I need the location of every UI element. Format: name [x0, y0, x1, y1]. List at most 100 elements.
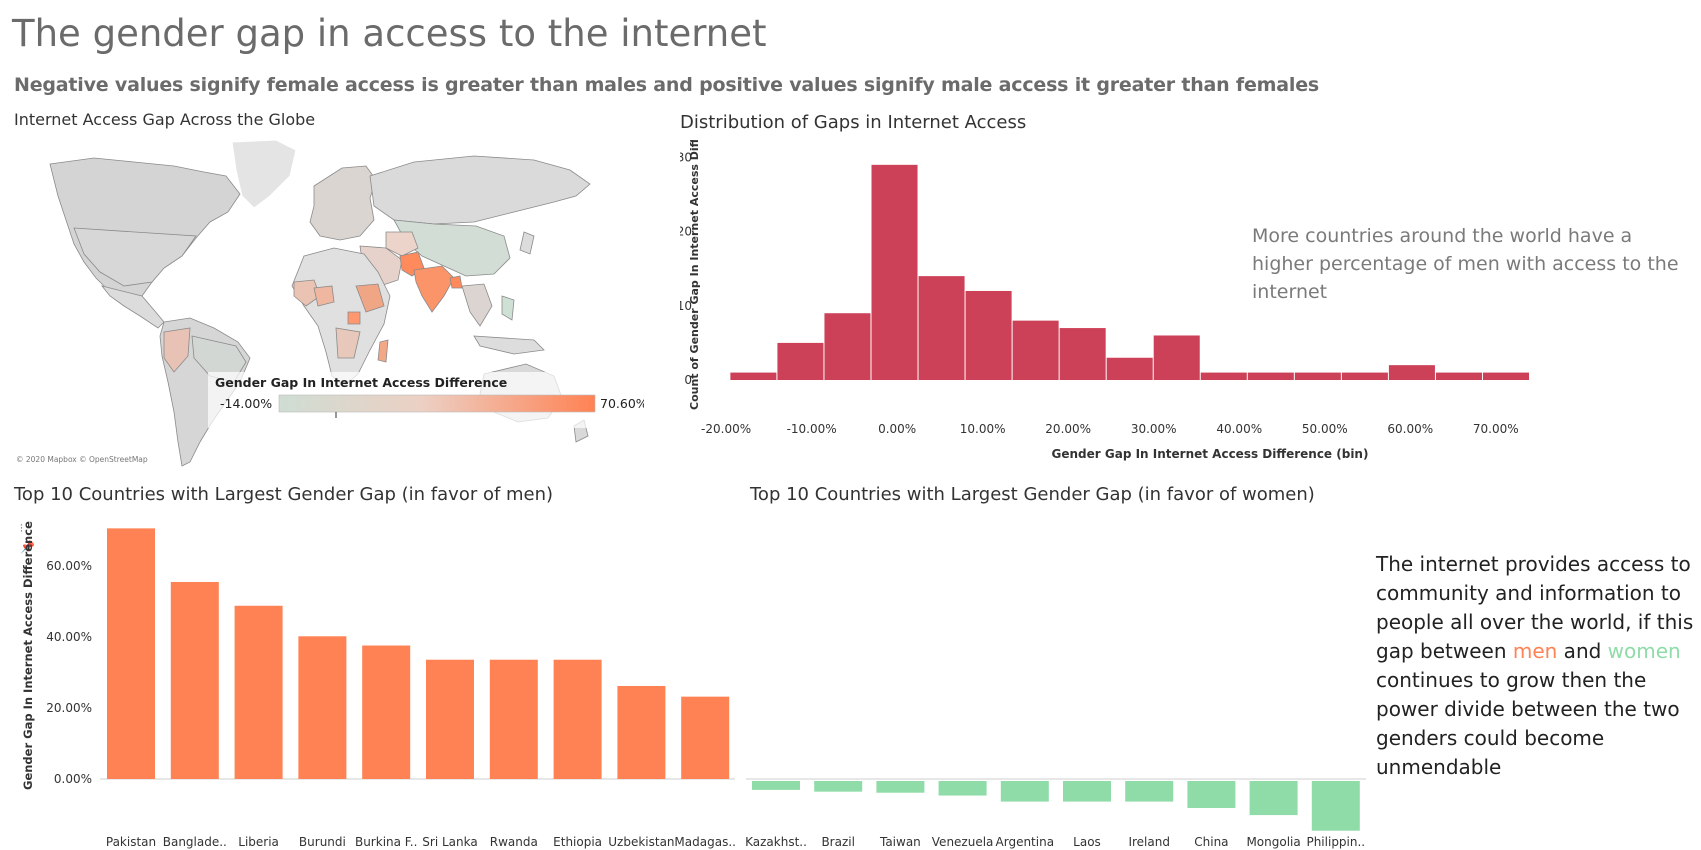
top-women-bar[interactable] [814, 781, 863, 792]
greenland-shape[interactable] [231, 139, 297, 209]
china-shape[interactable] [393, 219, 511, 277]
histogram-x-tick-label: 0.00% [878, 422, 916, 436]
top-women-bar[interactable] [1249, 781, 1298, 816]
top-women-category-label: Ireland [1128, 835, 1170, 849]
histogram-bar[interactable] [1247, 372, 1294, 380]
histogram-bar[interactable] [777, 342, 824, 380]
top-men-bar[interactable] [426, 659, 474, 779]
top-men-category-label: Burkina F.. [355, 835, 417, 849]
histogram-y-tick-label: 30 [680, 150, 692, 164]
top-men-bar[interactable] [107, 528, 155, 779]
histogram-bar[interactable] [1200, 372, 1247, 380]
top-women-bar[interactable] [1311, 781, 1360, 831]
top-men-y-tick-label: 60.00% [46, 559, 92, 573]
top-men-bar[interactable] [362, 645, 411, 779]
west-africa-shape[interactable] [293, 279, 321, 307]
histogram-bar[interactable] [1059, 328, 1106, 380]
top-women-category-label: Argentina [996, 835, 1055, 849]
top-men-category-label: Burundi [299, 835, 346, 849]
histogram-bar[interactable] [1012, 320, 1059, 380]
japan-shape[interactable] [519, 231, 535, 255]
europe-shape[interactable] [309, 165, 377, 241]
histogram-bar[interactable] [1341, 372, 1388, 380]
histogram-y-tick-label: 0 [684, 373, 692, 387]
note-women-word: women [1607, 639, 1681, 663]
top-men-bar[interactable] [298, 636, 347, 779]
madagascar-shape[interactable] [377, 339, 389, 363]
map-credit[interactable]: © 2020 Mapbox © OpenStreetMap [16, 455, 148, 464]
top-women-category-label: Mongolia [1246, 835, 1300, 849]
pin-icon[interactable]: 📌 [20, 539, 35, 554]
top-men-category-label: Uzbekistan [608, 835, 674, 849]
bangladesh-shape[interactable] [449, 275, 463, 289]
top-men-bar[interactable] [489, 659, 538, 779]
sort-icon[interactable]: ⫶ [20, 522, 23, 535]
note-text-2: continues to grow then the power divide … [1376, 668, 1680, 779]
note-text-1: The internet provides access to communit… [1376, 552, 1694, 663]
top-women-bar[interactable] [1187, 781, 1236, 808]
top-women-bar[interactable] [1125, 781, 1174, 802]
top-men-y-tick-label: 0.00% [54, 772, 92, 786]
india-shape[interactable] [413, 265, 455, 313]
southeast-asia-shape[interactable] [461, 283, 493, 327]
top-men-category-label: Sri Lanka [422, 835, 477, 849]
top-women-category-label: China [1194, 835, 1228, 849]
histogram-annotation: More countries around the world have a h… [1252, 225, 1679, 303]
histogram-bar[interactable] [871, 164, 918, 380]
top-men-bar[interactable] [553, 659, 602, 779]
indonesia-shape[interactable] [473, 335, 545, 355]
histogram-x-tick-label: -20.00% [701, 422, 751, 436]
ethiopia-shape[interactable] [355, 283, 385, 313]
top-women-bar[interactable] [1063, 781, 1111, 802]
histogram-x-tick-label: 60.00% [1387, 422, 1433, 436]
histogram-bar[interactable] [1388, 365, 1435, 380]
top-men-category-label: Pakistan [106, 835, 156, 849]
note-men-word: men [1512, 639, 1558, 663]
histogram-bar[interactable] [1435, 372, 1482, 380]
histogram-y-axis-label: Count of Gender Gap In Internet Access D… [688, 140, 701, 410]
top-men-y-tick-label: 40.00% [46, 630, 92, 644]
andes-highlight-shape[interactable] [163, 327, 191, 373]
histogram-bar[interactable] [965, 290, 1012, 380]
histogram-bar[interactable] [1294, 372, 1341, 380]
histogram-bar[interactable] [918, 276, 965, 380]
top-men-category-label: Ethiopia [553, 835, 602, 849]
histogram-x-tick-label: -10.00% [787, 422, 837, 436]
histogram-bar[interactable] [1482, 372, 1529, 380]
top-women-category-label: Brazil [821, 835, 855, 849]
histogram-x-axis-label: Gender Gap In Internet Access Difference… [1052, 447, 1369, 461]
top-men-bar[interactable] [170, 581, 219, 779]
top-women-bar[interactable] [938, 781, 987, 796]
burkina-faso-shape[interactable] [313, 285, 335, 307]
top-men-bar[interactable] [681, 696, 730, 779]
top-men-y-axis-label: Gender Gap In Internet Access Difference [21, 521, 35, 790]
southern-africa-shape[interactable] [335, 327, 361, 359]
histogram-x-tick-label: 40.00% [1216, 422, 1262, 436]
central-asia-shape[interactable] [385, 231, 419, 257]
histogram-bar[interactable] [824, 313, 871, 380]
histogram-x-tick-label: 50.00% [1302, 422, 1348, 436]
histogram-bar[interactable] [730, 372, 777, 380]
philippines-shape[interactable] [501, 295, 515, 321]
dashboard-title: The gender gap in access to the internet [12, 12, 767, 55]
usa-shape[interactable] [73, 227, 197, 287]
top-women-category-label: Venezuela [932, 835, 994, 849]
histogram-title: Distribution of Gaps in Internet Access [680, 112, 1027, 133]
histogram-bar[interactable] [1106, 357, 1153, 380]
top-women-bar[interactable] [752, 781, 800, 790]
burundi-rwanda-shape[interactable] [347, 311, 361, 325]
histogram-bar[interactable] [1153, 335, 1200, 380]
top-men-bar[interactable] [617, 685, 666, 779]
top-men-category-label: Rwanda [490, 835, 538, 849]
histogram-y-tick-label: 10 [680, 299, 692, 313]
world-map[interactable]: Gender Gap In Internet Access Difference… [14, 136, 644, 470]
top-countries-chart[interactable]: ⫶ 📌 Gender Gap In Internet Access Differ… [0, 510, 1372, 850]
central-america-shape[interactable] [100, 285, 165, 329]
top-women-bar[interactable] [876, 781, 925, 793]
histogram-chart[interactable]: Count of Gender Gap In Internet Access D… [680, 140, 1701, 470]
legend-min-label: -14.00% [220, 396, 272, 411]
chart-toolbar-icons[interactable]: ⫶ 📌 [20, 522, 35, 554]
top-women-bar[interactable] [1000, 781, 1049, 802]
top-men-bar[interactable] [234, 605, 283, 779]
legend-title: Gender Gap In Internet Access Difference [215, 375, 507, 390]
